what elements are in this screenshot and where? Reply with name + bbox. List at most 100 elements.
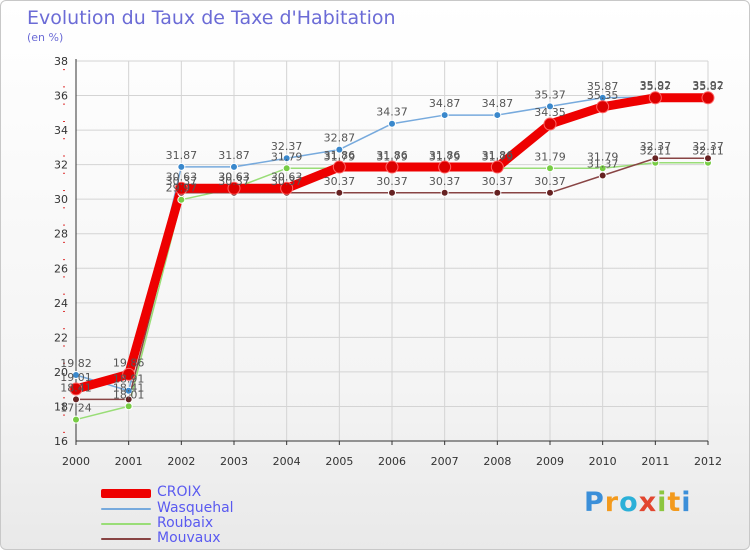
data-label-croix: 31.86 [324,149,356,162]
data-label-roubaix: 32.11 [692,145,724,158]
y-tick-label: 20 [54,366,68,379]
data-label-wasquehal: 18.91 [113,373,145,386]
legend-label-croix: CROIX [157,484,202,500]
data-point-mouvaux [335,188,344,197]
data-point-wasquehal [388,119,396,128]
data-label-roubaix: 31.79 [482,150,514,163]
data-point-croix [648,91,662,105]
data-label-roubaix: 32.11 [640,145,672,158]
data-label-mouvaux: 30.37 [166,175,198,188]
data-point-wasquehal [72,371,80,380]
logo-letter: i [681,487,692,518]
legend-item-mouvaux: Mouvaux [101,530,301,546]
x-tick-label: 2011 [641,455,669,468]
data-label-roubaix: 31.79 [376,150,408,163]
data-label-croix: 35.35 [587,89,619,102]
y-tick-label: 32 [54,159,68,172]
legend-item-roubaix: Roubaix [101,515,301,531]
x-tick-label: 2001 [115,455,143,468]
data-label-roubaix: 18.01 [113,388,145,401]
data-label-roubaix: 31.79 [534,150,566,163]
data-point-croix [596,100,610,114]
data-label-roubaix: 31.79 [271,150,303,163]
data-point-mouvaux [546,188,554,197]
data-label-roubaix: 31.79 [324,150,356,163]
data-point-wasquehal [177,162,186,171]
legend-swatch-wasquehal [101,508,151,510]
data-point-mouvaux [388,188,396,197]
x-tick-label: 2002 [167,455,195,468]
logo-letter: P [584,487,605,518]
data-point-croix [332,160,346,174]
data-label-croix: 35.87 [692,80,724,93]
data-label-roubaix: 17.24 [60,402,92,415]
x-tick-label: 2007 [431,455,459,468]
proxiti-logo: Proxiti [584,487,692,518]
data-point-croix [701,91,715,105]
data-point-wasquehal [546,102,554,111]
data-point-wasquehal [124,386,133,395]
x-tick-label: 2000 [62,455,90,468]
data-label-mouvaux: 32.37 [692,140,724,153]
data-label-mouvaux: 30.37 [376,175,408,188]
data-point-roubaix [72,415,80,424]
data-label-wasquehal: 32.37 [271,140,303,153]
data-point-roubaix [546,164,554,173]
data-label-wasquehal: 34.87 [482,97,514,110]
data-label-mouvaux: 18.41 [60,381,92,394]
data-point-croix [543,117,557,131]
x-tick-label: 2012 [694,455,722,468]
data-label-croix: 31.86 [376,149,408,162]
data-label-croix: 19.01 [60,371,92,384]
data-label-wasquehal: 35.87 [587,80,619,93]
data-point-wasquehal [493,111,502,120]
data-label-wasquehal: 31.87 [166,149,198,162]
data-label-croix: 30.63 [166,170,198,183]
y-tick-label: 18 [54,400,68,413]
data-label-mouvaux: 30.37 [482,175,514,188]
y-axis-unit: (en %) [27,31,64,44]
legend-swatch-croix [101,489,151,498]
data-label-roubaix: 30.63 [218,170,250,183]
data-label-croix: 30.63 [271,170,303,183]
x-tick-label: 2006 [378,455,406,468]
data-label-croix: 30.63 [218,170,250,183]
legend-label-mouvaux: Mouvaux [157,530,221,546]
x-tick-label: 2010 [589,455,617,468]
chart-title: Evolution du Taux de Taxe d'Habitation [27,7,396,29]
logo-letter: t [667,487,682,518]
data-label-mouvaux: 18.41 [113,381,145,394]
legend-label-roubaix: Roubaix [157,515,214,531]
data-label-wasquehal: 35.37 [534,88,566,101]
data-point-croix [69,382,83,396]
y-tick-label: 36 [54,90,68,103]
logo-letter: x [638,487,658,518]
data-point-mouvaux [493,188,502,197]
data-point-wasquehal [335,145,344,154]
y-tick-label: 22 [54,331,68,344]
data-label-wasquehal: 35.92 [692,79,724,92]
data-label-mouvaux: 30.37 [324,175,356,188]
data-label-croix: 31.86 [429,149,461,162]
y-tick-label: 28 [54,228,68,241]
legend-swatch-mouvaux [101,538,151,540]
data-point-croix [438,160,452,174]
data-point-mouvaux [651,154,660,163]
data-point-croix [174,181,188,195]
data-point-mouvaux [72,395,80,404]
data-point-croix [227,181,241,195]
data-label-mouvaux: 30.37 [429,175,461,188]
x-tick-label: 2005 [325,455,353,468]
data-label-croix: 31.86 [482,149,514,162]
data-label-mouvaux: 30.37 [534,175,566,188]
x-tick-label: 2003 [220,455,248,468]
data-label-mouvaux: 31.37 [587,158,619,171]
logo-letter: i [657,487,668,518]
data-label-wasquehal: 31.87 [218,149,250,162]
data-label-croix: 35.87 [640,80,672,93]
y-tick-label: 16 [54,435,68,448]
data-label-wasquehal: 32.87 [324,132,356,145]
data-point-wasquehal [440,111,449,120]
legend-swatch-roubaix [101,523,151,525]
